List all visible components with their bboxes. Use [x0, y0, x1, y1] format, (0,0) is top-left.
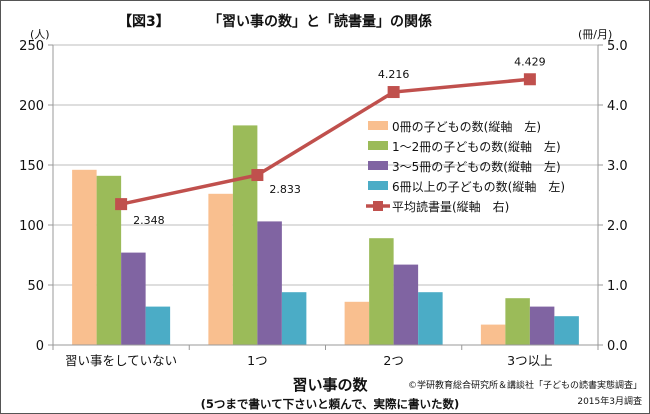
y-left-tick-label: 50 [27, 279, 44, 294]
y-right-tick-label: 2.0 [607, 219, 628, 234]
bar-1-3 [505, 298, 530, 345]
line-point-2 [387, 86, 400, 99]
y-axis-left-label: (人) [30, 28, 50, 41]
data-label-3: 4.429 [514, 55, 546, 68]
legend-swatch-0 [368, 121, 388, 130]
legend-label-3: 6冊以上の子どもの数(縦軸 左) [392, 179, 565, 194]
axes: 0 50 100 150 200 250 0.0 1.0 2.0 3.0 4.0 5.0 習い事をしてい… [19, 39, 628, 368]
bar-3-3 [554, 316, 579, 345]
bar-0-1 [208, 193, 233, 345]
bar-0-0 [72, 169, 97, 345]
y-left-tick-label: 250 [19, 39, 44, 54]
y-left-tick-label: 200 [19, 99, 44, 114]
bar-1-2 [369, 238, 394, 345]
y-right-tick-label: 1.0 [607, 279, 628, 294]
bar-2-0 [121, 252, 146, 345]
data-label-0: 2.348 [133, 214, 165, 227]
bar-1-1 [232, 125, 258, 346]
y-right-tick-label: 0.0 [607, 339, 628, 354]
y-right-tick-label: 5.0 [607, 39, 628, 54]
source-credit: ©学研教育総合研究所＆講談社「子どもの読書実態調査」 [408, 379, 642, 391]
legend-label-1: 1～2冊の子どもの数(縦軸 左) [392, 139, 561, 154]
y-axis-right-label: (冊/月) [578, 28, 612, 41]
bar-3-0 [145, 306, 171, 345]
legend-swatch-3 [368, 181, 388, 190]
line-point-0 [115, 198, 128, 211]
legend-marker-4 [373, 201, 383, 211]
x-tick-label: 2つ [383, 353, 403, 368]
x-axis-label: 習い事の数 [292, 376, 368, 394]
x-tick-label: 3つ以上 [507, 353, 552, 368]
survey-date: 2015年3月調査 [577, 395, 642, 407]
y-right-tick-label: 3.0 [607, 159, 628, 174]
data-label-2: 4.216 [378, 68, 410, 81]
chart-title: 「習い事の数」と「読書量」の関係 [208, 13, 432, 30]
line-path [120, 77, 531, 206]
figure-label: 【図3】 [118, 14, 170, 30]
line-series: 2.348 2.833 4.216 4.429 [115, 55, 546, 227]
legend-label-4: 平均読書量(縦軸 右) [392, 199, 509, 214]
legend: 0冊の子どもの数(縦軸 左) 1～2冊の子どもの数(縦軸 左) 3～5冊の子どもの数… [366, 119, 565, 214]
bar-0-3 [480, 324, 506, 345]
bar-3-2 [418, 292, 443, 345]
legend-swatch-2 [368, 161, 388, 170]
x-tick-label: 1つ [247, 353, 267, 368]
bar-0-2 [344, 301, 370, 345]
line-point-1 [251, 169, 264, 182]
y-left-tick-label: 0 [36, 339, 44, 354]
y-right-tick-label: 4.0 [607, 99, 628, 114]
data-label-1: 2.833 [269, 183, 301, 196]
x-tick-label: 習い事をしていない [65, 353, 177, 368]
y-left-tick-label: 100 [19, 219, 44, 234]
y-left-tick-label: 150 [19, 159, 44, 174]
legend-label-2: 3～5冊の子どもの数(縦軸 左) [392, 159, 561, 174]
bar-2-2 [393, 264, 419, 345]
legend-label-0: 0冊の子どもの数(縦軸 左) [392, 119, 541, 134]
bar-2-1 [257, 221, 282, 345]
x-axis-note: (5つまで書いて下さいと頼んで、実際に書いた数) [201, 397, 460, 411]
legend-swatch-1 [368, 141, 388, 150]
bars [72, 125, 579, 346]
bar-3-1 [281, 292, 307, 345]
line-point-3 [523, 73, 536, 86]
bar-2-3 [529, 306, 555, 345]
